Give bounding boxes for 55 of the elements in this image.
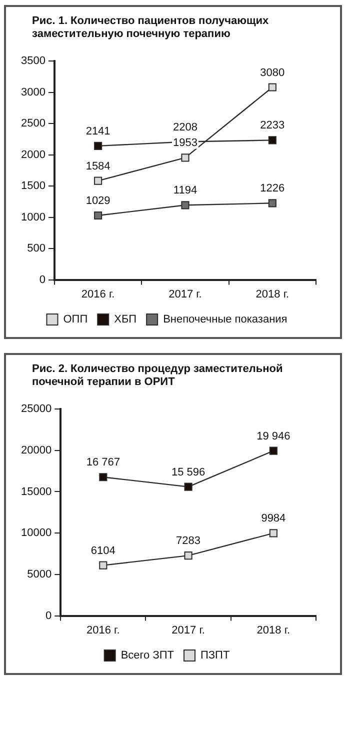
data-label: 9984 — [261, 512, 286, 525]
point — [268, 199, 276, 208]
y-tick-label: 2000 — [20, 148, 46, 161]
point — [269, 446, 278, 455]
y-tick-label: 3500 — [20, 55, 46, 68]
y-tick-label: 1000 — [20, 211, 46, 224]
legend-label: Всего ЗПТ — [120, 650, 174, 662]
data-label: 15 596 — [171, 466, 206, 478]
y-tick-label: 3000 — [20, 86, 46, 98]
legend-label: ПЗПТ — [200, 650, 230, 662]
x-tick-label: 2016 г. — [86, 624, 120, 636]
data-label: 7283 — [176, 535, 201, 548]
chart-title: Рис. 2. Количество процедур заместительной почечной терапии в ОРИТ — [32, 363, 284, 389]
y-tick-label: 10000 — [20, 527, 52, 540]
y-tick-label: 1500 — [20, 180, 46, 192]
data-label: 1584 — [86, 160, 110, 172]
point — [99, 561, 108, 570]
x-tick-label: 2017 г. — [172, 624, 205, 636]
point — [99, 473, 108, 482]
point — [94, 211, 102, 220]
point — [268, 83, 276, 92]
y-tick-label: 0 — [45, 610, 52, 622]
y-tick-label: 500 — [27, 242, 46, 255]
point — [181, 201, 190, 210]
data-label: 3080 — [260, 66, 285, 79]
data-label: 1226 — [260, 182, 285, 195]
point — [181, 154, 190, 162]
y-tick-label: 5000 — [27, 568, 52, 580]
y-tick-label: 25000 — [20, 403, 52, 416]
data-label: 16 767 — [86, 456, 120, 469]
point — [184, 482, 192, 491]
legend-label: Внепочечные показания — [163, 314, 288, 326]
legend-label: ОПП — [63, 314, 88, 326]
y-tick-label: 15000 — [20, 486, 52, 498]
data-label: 1029 — [86, 195, 110, 208]
point — [94, 142, 102, 150]
legend-label: ХБП — [114, 314, 137, 326]
point — [94, 176, 102, 185]
data-label: 2208 — [172, 121, 198, 134]
point — [184, 552, 192, 560]
data-label: 2233 — [260, 120, 285, 132]
data-label: 2141 — [86, 125, 110, 138]
data-label: 1194 — [173, 184, 198, 197]
point — [269, 529, 278, 538]
y-tick-label: 20000 — [20, 444, 52, 456]
data-label: 6104 — [90, 544, 116, 557]
x-tick-label: 2018 г. — [256, 624, 290, 636]
data-label: 19 946 — [256, 430, 290, 442]
chart-title: Рис. 1. Количество пациентов получающих заместительную почечную терапию — [32, 15, 270, 41]
x-tick-label: 2016 г. — [81, 288, 115, 300]
y-tick-label: 0 — [39, 274, 46, 286]
x-tick-label: 2017 г. — [168, 288, 202, 300]
x-tick-label: 2018 г. — [256, 288, 290, 300]
point — [268, 136, 276, 144]
y-tick-label: 2500 — [20, 118, 46, 130]
